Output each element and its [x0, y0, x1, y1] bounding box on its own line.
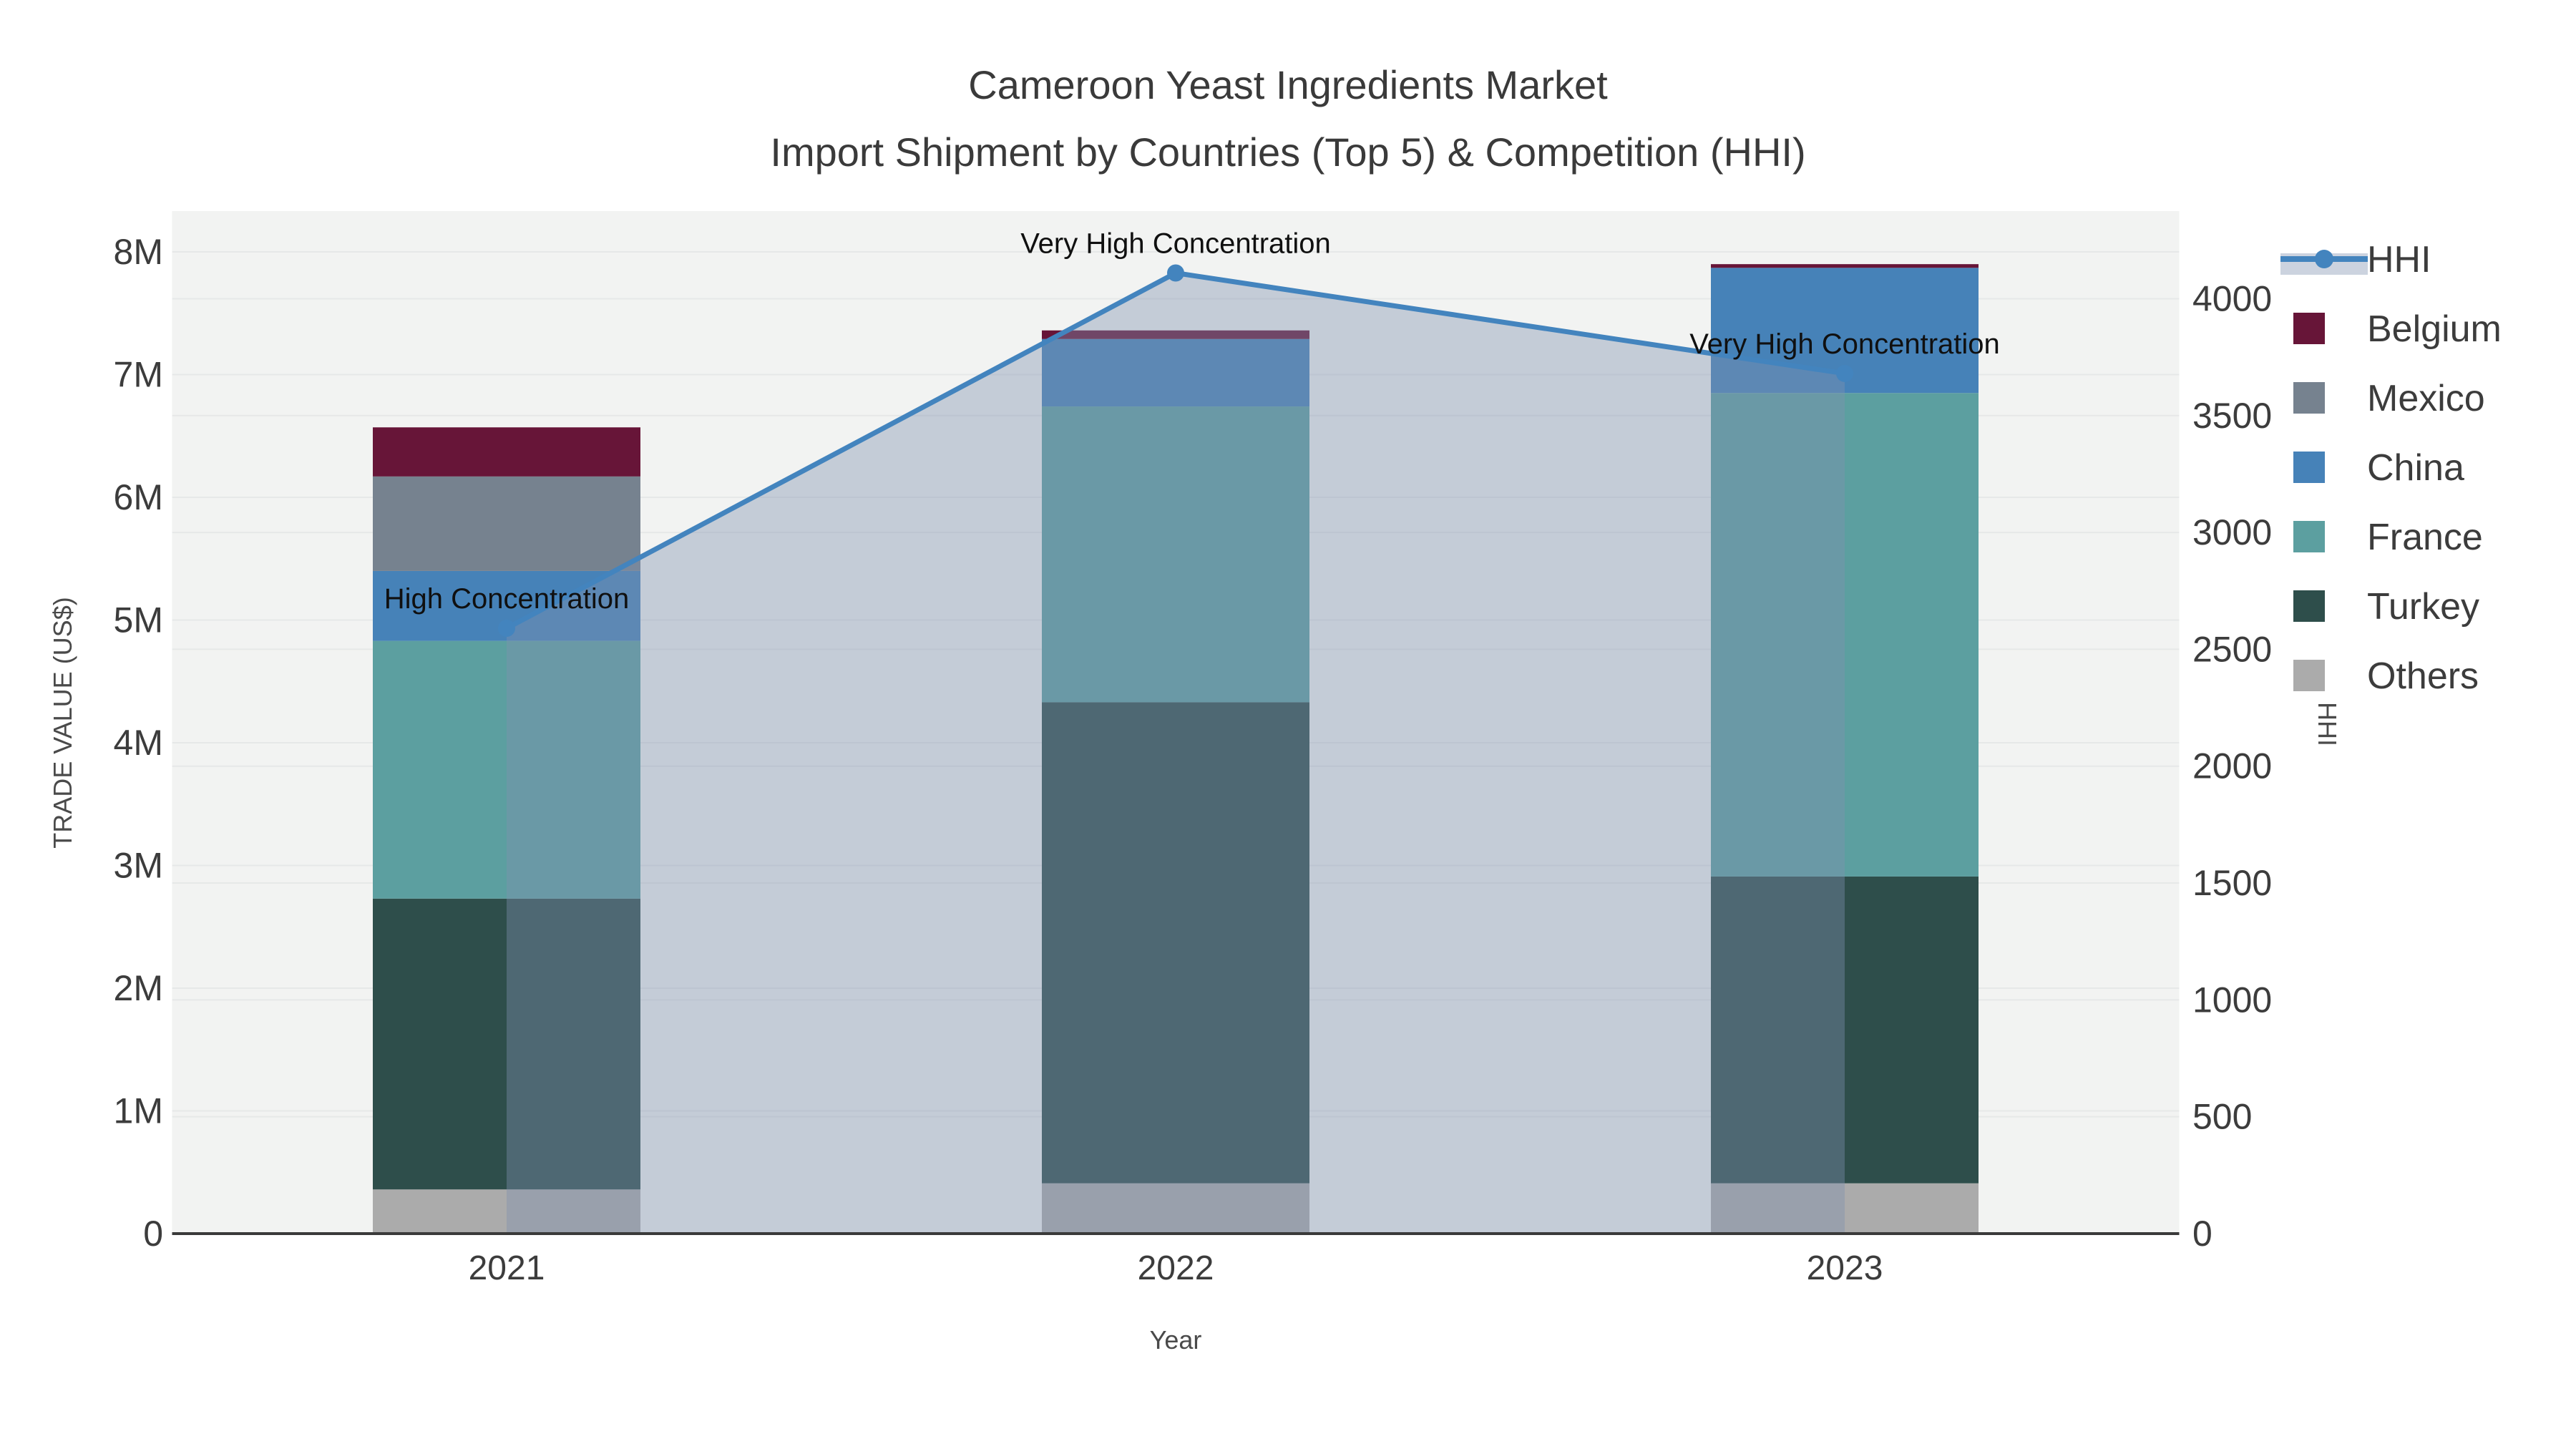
y-left-axis-title: TRADE VALUE (US$) [48, 597, 77, 848]
hhi-line-layer [498, 264, 1853, 638]
axes-layer: 0 1M 2M 3M 4M 5M 6M 7M 8M 0 500 1000 1500 2000 2500 300… [114, 232, 2273, 1287]
legend-swatch-china [2293, 452, 2325, 483]
legend-swatch-france [2293, 521, 2325, 552]
legend-swatch-belgium [2293, 313, 2325, 344]
x-tick-2022: 2022 [1138, 1249, 1214, 1287]
y-left-tick-4M: 4M [114, 723, 163, 763]
y-right-tick-1000: 1000 [2192, 980, 2272, 1020]
x-axis-title: Year [1150, 1325, 1202, 1355]
y-right-axis-title: HHI [2313, 702, 2342, 746]
legend-label-china: China [2367, 447, 2464, 489]
y-left-tick-5M: 5M [114, 600, 163, 640]
y-right-tick-3000: 3000 [2192, 512, 2272, 552]
legend-label-turkey: Turkey [2367, 586, 2479, 628]
legend-label-france: France [2367, 517, 2483, 558]
bar-segment-2021-others[interactable] [373, 1189, 640, 1234]
legend-swatch-turkey [2293, 590, 2325, 622]
hhi-marker-2023[interactable] [1836, 364, 1853, 382]
y-left-tick-0: 0 [143, 1214, 163, 1254]
chart-title-line2: Import Shipment by Countries (Top 5) & C… [770, 130, 1805, 175]
legend-item-others[interactable]: Others [2293, 655, 2479, 697]
bar-segment-2021-belgium[interactable] [373, 427, 640, 477]
hhi-marker-2022[interactable] [1167, 264, 1184, 282]
y-right-tick-2500: 2500 [2192, 629, 2272, 669]
bars-layer [373, 264, 1979, 1234]
bar-segment-2023-france[interactable] [1711, 393, 1979, 877]
bar-segment-2023-belgium[interactable] [1711, 264, 1979, 268]
legend-label-belgium: Belgium [2367, 308, 2502, 350]
y-left-tick-6M: 6M [114, 477, 163, 517]
legend-label-others: Others [2367, 655, 2479, 697]
legend-item-mexico[interactable]: Mexico [2293, 378, 2485, 419]
chart-title-line1: Cameroon Yeast Ingredients Market [968, 62, 1608, 107]
bar-segment-2021-turkey[interactable] [373, 898, 640, 1190]
x-tick-2021: 2021 [469, 1249, 545, 1287]
legend-label-mexico: Mexico [2367, 378, 2485, 419]
y-left-tick-8M: 8M [114, 232, 163, 272]
legend-item-belgium[interactable]: Belgium [2293, 308, 2502, 350]
annotations-layer: High Concentration Very High Concentratio… [384, 228, 2000, 615]
bar-segment-2022-france[interactable] [1042, 406, 1309, 703]
legend-hhi-marker-swatch [2315, 250, 2333, 268]
legend: HHI Belgium Mexico China France Turkey Others [2280, 239, 2502, 697]
y-right-tick-4000: 4000 [2192, 278, 2272, 318]
legend-item-turkey[interactable]: Turkey [2293, 586, 2479, 628]
legend-item-france[interactable]: France [2293, 517, 2483, 558]
y-right-tick-0: 0 [2192, 1214, 2212, 1254]
y-right-tick-2000: 2000 [2192, 746, 2272, 786]
annotation-2021: High Concentration [384, 583, 629, 615]
annotation-2022: Very High Concentration [1020, 228, 1331, 260]
bar-segment-2022-china[interactable] [1042, 338, 1309, 407]
bar-segment-2022-others[interactable] [1042, 1183, 1309, 1234]
annotation-2023: Very High Concentration [1689, 328, 2000, 360]
y-right-tick-500: 500 [2192, 1097, 2252, 1137]
x-tick-2023: 2023 [1807, 1249, 1883, 1287]
y-left-tick-1M: 1M [114, 1091, 163, 1131]
bar-segment-2022-turkey[interactable] [1042, 702, 1309, 1184]
hhi-area-layer [507, 273, 1845, 1234]
y-left-tick-2M: 2M [114, 968, 163, 1008]
legend-swatch-others [2293, 660, 2325, 691]
y-right-tick-1500: 1500 [2192, 863, 2272, 903]
legend-swatch-mexico [2293, 382, 2325, 414]
y-left-tick-7M: 7M [114, 355, 163, 395]
bar-segment-2023-turkey[interactable] [1711, 876, 1979, 1184]
bar-segment-2022-belgium[interactable] [1042, 330, 1309, 339]
legend-item-china[interactable]: China [2293, 447, 2464, 489]
y-left-tick-3M: 3M [114, 846, 163, 886]
bar-segment-2023-others[interactable] [1711, 1183, 1979, 1234]
hhi-marker-2021[interactable] [498, 620, 515, 638]
bar-segment-2021-france[interactable] [373, 640, 640, 899]
hhi-area-fill [507, 273, 1845, 1234]
y-right-tick-3500: 3500 [2192, 396, 2272, 436]
bar-segment-2021-mexico[interactable] [373, 476, 640, 571]
legend-label-hhi: HHI [2367, 239, 2431, 280]
legend-item-hhi[interactable]: HHI [2280, 239, 2431, 280]
